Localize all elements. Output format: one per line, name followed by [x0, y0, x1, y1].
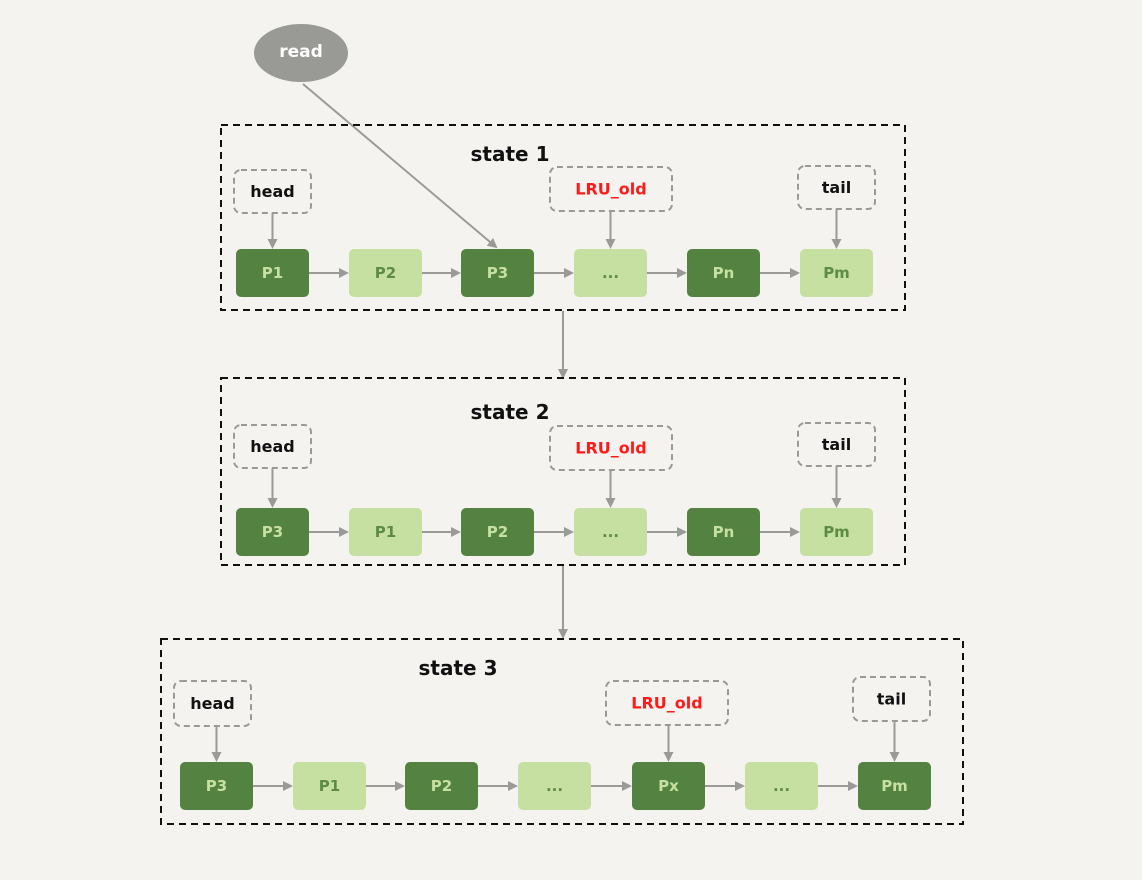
- head-pointer: head: [233, 169, 312, 249]
- page-node: P1: [349, 508, 422, 556]
- state-title: state 2: [471, 400, 550, 424]
- page-node-label: Pn: [713, 264, 735, 282]
- page-node-label: Pm: [823, 264, 850, 282]
- page-node-label: ...: [602, 523, 619, 541]
- page-node-label: P1: [319, 777, 340, 795]
- page-node-box: [574, 508, 647, 556]
- page-node: Pm: [800, 508, 873, 556]
- page-node-label: P1: [262, 264, 283, 282]
- page-node-box: [632, 762, 705, 810]
- page-node-label: P3: [262, 523, 283, 541]
- page-node-box: [518, 762, 591, 810]
- page-node: ...: [574, 249, 647, 297]
- page-node-box: [800, 508, 873, 556]
- page-node-label: P1: [375, 523, 396, 541]
- page-node: P1: [236, 249, 309, 297]
- page-node: P1: [293, 762, 366, 810]
- read-label: read: [279, 42, 323, 62]
- pointer-box: [852, 676, 931, 722]
- page-node-box: [858, 762, 931, 810]
- state-frame: [160, 638, 964, 825]
- state-3-panel: state 3 P3 P1 P2... Px... Pm head LRU_old tail: [160, 638, 964, 825]
- pointer-label: tail: [822, 178, 851, 197]
- page-node-label: ...: [773, 777, 790, 795]
- pointer-box: [605, 680, 729, 726]
- page-node-label: ...: [602, 264, 619, 282]
- pointer-label: tail: [822, 435, 851, 454]
- page-node-label: ...: [546, 777, 563, 795]
- page-node-label: Pn: [713, 523, 735, 541]
- page-node-box: [687, 249, 760, 297]
- page-node: P2: [405, 762, 478, 810]
- page-node-label: Pm: [823, 523, 850, 541]
- pointer-box: [173, 680, 252, 727]
- page-node: Pm: [858, 762, 931, 810]
- page-node-label: P2: [431, 777, 452, 795]
- page-node-box: [180, 762, 253, 810]
- pointer-label: LRU_old: [575, 439, 646, 458]
- lru-old-pointer: LRU_old: [549, 166, 673, 249]
- page-node-box: [745, 762, 818, 810]
- page-node: P2: [461, 508, 534, 556]
- page-node: Pn: [687, 249, 760, 297]
- page-node-box: [349, 508, 422, 556]
- page-node-box: [405, 762, 478, 810]
- page-node: Pn: [687, 508, 760, 556]
- page-node-box: [461, 508, 534, 556]
- page-node: ...: [518, 762, 591, 810]
- pointer-label: head: [190, 694, 235, 713]
- pointer-label: LRU_old: [575, 180, 646, 199]
- state-1-panel: state 1 P1 P2 P3... Pn Pm head LRU_old tail: [220, 124, 906, 311]
- state-2-panel: state 2 P3 P1 P2... Pn Pm head LRU_old tail: [220, 377, 906, 566]
- state-frame: [220, 124, 906, 311]
- head-pointer: head: [173, 680, 252, 762]
- page-node: P3: [236, 508, 309, 556]
- head-pointer: head: [233, 424, 312, 508]
- page-node: ...: [574, 508, 647, 556]
- read-arrow: [302, 83, 498, 249]
- state-frame: [220, 377, 906, 566]
- state-title: state 3: [419, 656, 498, 680]
- page-node-label: P2: [375, 264, 396, 282]
- page-node-label: Pm: [881, 777, 908, 795]
- page-node-box: [293, 762, 366, 810]
- tail-pointer: tail: [797, 422, 876, 508]
- lru-old-pointer: LRU_old: [549, 425, 673, 508]
- pointer-label: head: [250, 437, 295, 456]
- page-node-box: [687, 508, 760, 556]
- page-node-box: [574, 249, 647, 297]
- read-node: read: [254, 24, 348, 82]
- lru-old-pointer: LRU_old: [605, 680, 729, 762]
- page-node-label: P3: [487, 264, 508, 282]
- page-node: Pm: [800, 249, 873, 297]
- pointer-label: head: [250, 182, 295, 201]
- tail-pointer: tail: [797, 165, 876, 249]
- pointer-label: tail: [877, 690, 906, 709]
- page-node: P3: [461, 249, 534, 297]
- page-node-label: P3: [206, 777, 227, 795]
- page-node: P3: [180, 762, 253, 810]
- page-node-box: [349, 249, 422, 297]
- page-node-box: [461, 249, 534, 297]
- page-node: P2: [349, 249, 422, 297]
- page-node-box: [236, 249, 309, 297]
- pointer-label: LRU_old: [631, 694, 702, 713]
- state-title: state 1: [471, 142, 550, 166]
- tail-pointer: tail: [852, 676, 931, 762]
- page-node-box: [800, 249, 873, 297]
- page-node: Px: [632, 762, 705, 810]
- page-node-label: Px: [658, 777, 679, 795]
- page-node-box: [236, 508, 309, 556]
- page-node: ...: [745, 762, 818, 810]
- page-node-label: P2: [487, 523, 508, 541]
